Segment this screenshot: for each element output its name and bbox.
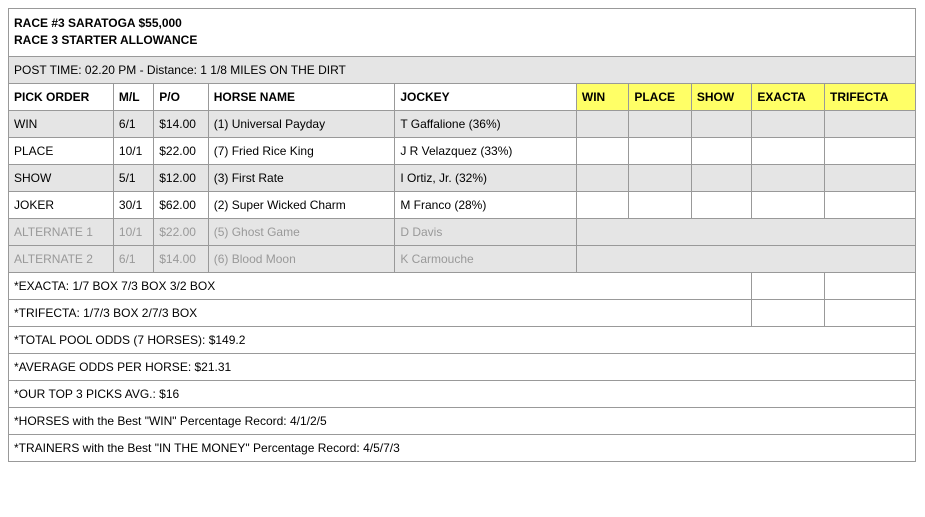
cell-place (629, 164, 692, 191)
footer-exacta: *EXACTA: 1/7 BOX 7/3 BOX 3/2 BOX (9, 272, 752, 299)
table-row: SHOW 5/1 $12.00 (3) First Rate I Ortiz, … (9, 164, 916, 191)
cell-jockey: T Gaffalione (36%) (395, 110, 577, 137)
cell-show (691, 110, 752, 137)
col-place: PLACE (629, 83, 692, 110)
col-ml: M/L (113, 83, 153, 110)
col-pick-order: PICK ORDER (9, 83, 114, 110)
cell-trifecta (825, 164, 916, 191)
cell-exacta (752, 137, 825, 164)
footer-total-pool-row: *TOTAL POOL ODDS (7 HORSES): $149.2 (9, 326, 916, 353)
cell-trifecta (825, 110, 916, 137)
cell-empty (752, 299, 825, 326)
cell-empty (752, 272, 825, 299)
cell-po: $22.00 (154, 137, 208, 164)
cell-horse: (5) Ghost Game (208, 218, 395, 245)
cell-order: SHOW (9, 164, 114, 191)
footer-trifecta: *TRIFECTA: 1/7/3 BOX 2/7/3 BOX (9, 299, 752, 326)
cell-order: PLACE (9, 137, 114, 164)
footer-trifecta-row: *TRIFECTA: 1/7/3 BOX 2/7/3 BOX (9, 299, 916, 326)
cell-empty (825, 299, 916, 326)
cell-ml: 6/1 (113, 245, 153, 272)
cell-po: $22.00 (154, 218, 208, 245)
cell-place (629, 191, 692, 218)
table-row: WIN 6/1 $14.00 (1) Universal Payday T Ga… (9, 110, 916, 137)
table-row-alternate: ALTERNATE 2 6/1 $14.00 (6) Blood Moon K … (9, 245, 916, 272)
cell-ml: 5/1 (113, 164, 153, 191)
header-row: PICK ORDER M/L P/O HORSE NAME JOCKEY WIN… (9, 83, 916, 110)
cell-jockey: I Ortiz, Jr. (32%) (395, 164, 577, 191)
title-row: RACE #3 SARATOGA $55,000 RACE 3 STARTER … (9, 9, 916, 57)
cell-win (576, 137, 628, 164)
cell-win (576, 191, 628, 218)
cell-ml: 30/1 (113, 191, 153, 218)
cell-ml: 10/1 (113, 218, 153, 245)
cell-horse: (7) Fried Rice King (208, 137, 395, 164)
post-time-row: POST TIME: 02.20 PM - Distance: 1 1/8 MI… (9, 56, 916, 83)
col-exacta: EXACTA (752, 83, 825, 110)
cell-po: $62.00 (154, 191, 208, 218)
cell-empty (825, 272, 916, 299)
footer-best-win: *HORSES with the Best "WIN" Percentage R… (9, 407, 916, 434)
cell-order: ALTERNATE 1 (9, 218, 114, 245)
cell-horse: (1) Universal Payday (208, 110, 395, 137)
cell-win (576, 110, 628, 137)
cell-jockey: D Davis (395, 218, 577, 245)
cell-po: $14.00 (154, 245, 208, 272)
cell-horse: (6) Blood Moon (208, 245, 395, 272)
footer-total-pool: *TOTAL POOL ODDS (7 HORSES): $149.2 (9, 326, 916, 353)
race-title-1: RACE #3 SARATOGA $55,000 (14, 16, 182, 30)
cell-win (576, 164, 628, 191)
cell-place (629, 110, 692, 137)
col-win: WIN (576, 83, 628, 110)
cell-jockey: M Franco (28%) (395, 191, 577, 218)
col-horse-name: HORSE NAME (208, 83, 395, 110)
col-trifecta: TRIFECTA (825, 83, 916, 110)
cell-horse: (2) Super Wicked Charm (208, 191, 395, 218)
cell-trifecta (825, 137, 916, 164)
post-time-text: POST TIME: 02.20 PM - Distance: 1 1/8 MI… (9, 56, 916, 83)
cell-exacta (752, 110, 825, 137)
cell-empty (576, 218, 915, 245)
cell-order: WIN (9, 110, 114, 137)
footer-best-money-row: *TRAINERS with the Best "IN THE MONEY" P… (9, 434, 916, 461)
cell-jockey: K Carmouche (395, 245, 577, 272)
cell-order: ALTERNATE 2 (9, 245, 114, 272)
cell-show (691, 164, 752, 191)
cell-show (691, 191, 752, 218)
cell-trifecta (825, 191, 916, 218)
cell-horse: (3) First Rate (208, 164, 395, 191)
footer-best-money: *TRAINERS with the Best "IN THE MONEY" P… (9, 434, 916, 461)
cell-po: $12.00 (154, 164, 208, 191)
table-row: PLACE 10/1 $22.00 (7) Fried Rice King J … (9, 137, 916, 164)
cell-exacta (752, 191, 825, 218)
race-table: RACE #3 SARATOGA $55,000 RACE 3 STARTER … (8, 8, 916, 462)
footer-top3-row: *OUR TOP 3 PICKS AVG.: $16 (9, 380, 916, 407)
cell-show (691, 137, 752, 164)
cell-po: $14.00 (154, 110, 208, 137)
table-row: JOKER 30/1 $62.00 (2) Super Wicked Charm… (9, 191, 916, 218)
footer-exacta-row: *EXACTA: 1/7 BOX 7/3 BOX 3/2 BOX (9, 272, 916, 299)
footer-top3: *OUR TOP 3 PICKS AVG.: $16 (9, 380, 916, 407)
cell-empty (576, 245, 915, 272)
footer-avg-odds: *AVERAGE ODDS PER HORSE: $21.31 (9, 353, 916, 380)
col-jockey: JOCKEY (395, 83, 577, 110)
col-po: P/O (154, 83, 208, 110)
footer-best-win-row: *HORSES with the Best "WIN" Percentage R… (9, 407, 916, 434)
race-title-2: RACE 3 STARTER ALLOWANCE (14, 33, 197, 47)
cell-order: JOKER (9, 191, 114, 218)
table-row-alternate: ALTERNATE 1 10/1 $22.00 (5) Ghost Game D… (9, 218, 916, 245)
cell-jockey: J R Velazquez (33%) (395, 137, 577, 164)
col-show: SHOW (691, 83, 752, 110)
cell-place (629, 137, 692, 164)
cell-ml: 10/1 (113, 137, 153, 164)
cell-exacta (752, 164, 825, 191)
cell-ml: 6/1 (113, 110, 153, 137)
footer-avg-odds-row: *AVERAGE ODDS PER HORSE: $21.31 (9, 353, 916, 380)
